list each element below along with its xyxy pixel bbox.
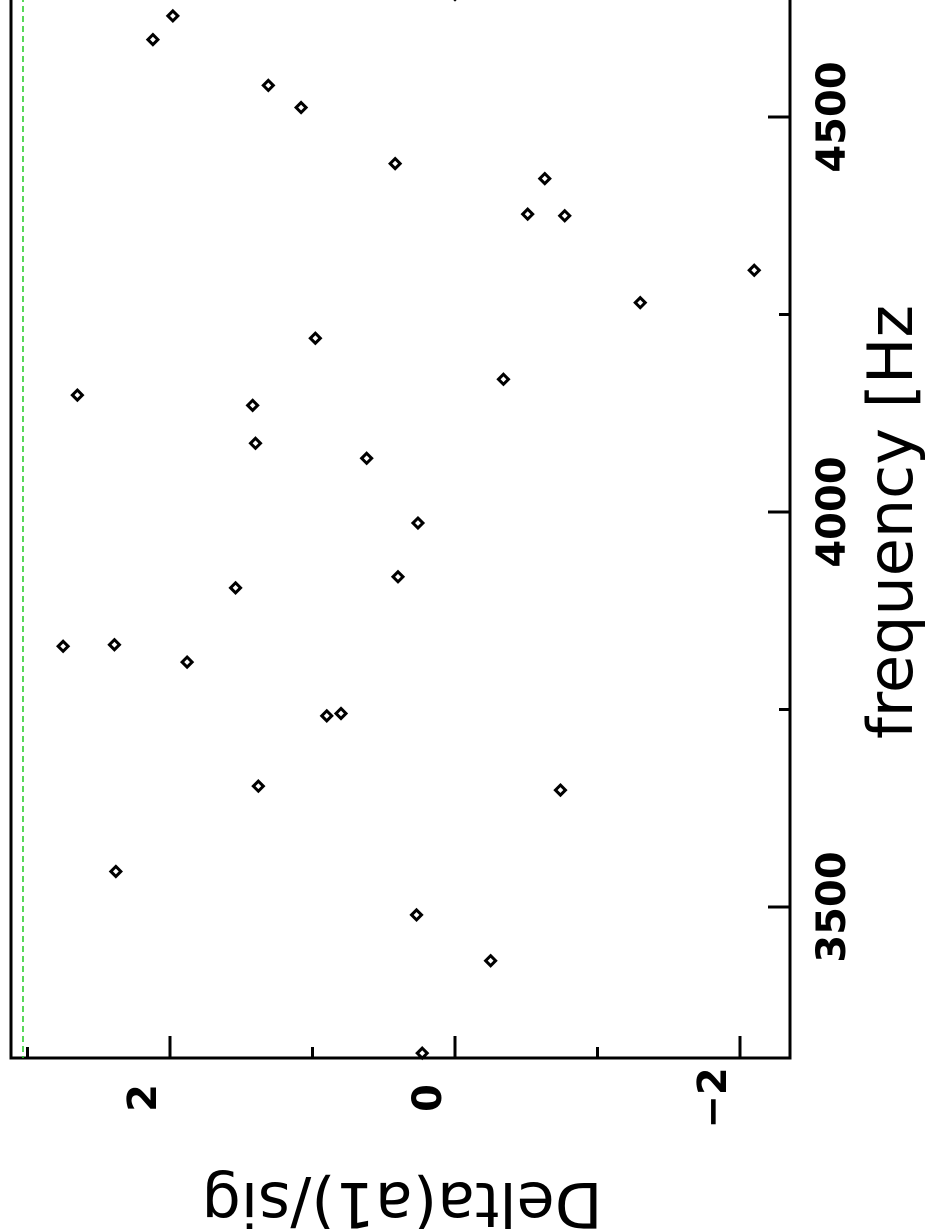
data-point (245, 398, 260, 413)
data-point (308, 331, 323, 346)
data-point (70, 387, 85, 403)
data-point (388, 156, 403, 171)
y-axis-label: Delta(a1)/sig (201, 1168, 602, 1229)
data-point (415, 1046, 430, 1061)
x-tick-label: 4500 (809, 61, 855, 172)
data-point (553, 782, 568, 798)
data-point (390, 569, 406, 584)
x-axis-label: frequency [Hz (854, 305, 927, 739)
data-point (165, 8, 180, 24)
data-point (228, 580, 243, 595)
data-point (410, 515, 426, 531)
data-point (179, 654, 195, 670)
tick-labels: 3500 4000 4500 2 0 −2 (120, 61, 855, 1128)
y-tick-label: 0 (405, 1084, 451, 1112)
data-point (251, 779, 266, 794)
y-tick-label: −2 (690, 1067, 736, 1128)
x-tick-label: 3500 (809, 851, 855, 962)
data-point (293, 100, 309, 115)
data-point (319, 708, 334, 723)
y-tick-label: 2 (120, 1084, 166, 1112)
data-point (520, 207, 535, 222)
data-point (496, 372, 511, 387)
data-point (145, 32, 161, 47)
data-point (483, 953, 498, 968)
data-point (333, 706, 349, 721)
data-point (108, 864, 123, 879)
data-point (557, 208, 572, 223)
data-point (261, 78, 276, 93)
x-tick-label: 4000 (809, 456, 855, 567)
data-point (248, 436, 263, 451)
data-point (633, 295, 648, 310)
plot-frame (9, 0, 792, 1060)
data-point (56, 639, 71, 654)
axis-ticks (26, 115, 790, 1058)
data-point (537, 171, 552, 186)
data-point (107, 637, 122, 652)
data-point (409, 907, 424, 923)
data-point (747, 263, 762, 278)
data-points (56, 0, 762, 1061)
data-point (359, 451, 374, 466)
